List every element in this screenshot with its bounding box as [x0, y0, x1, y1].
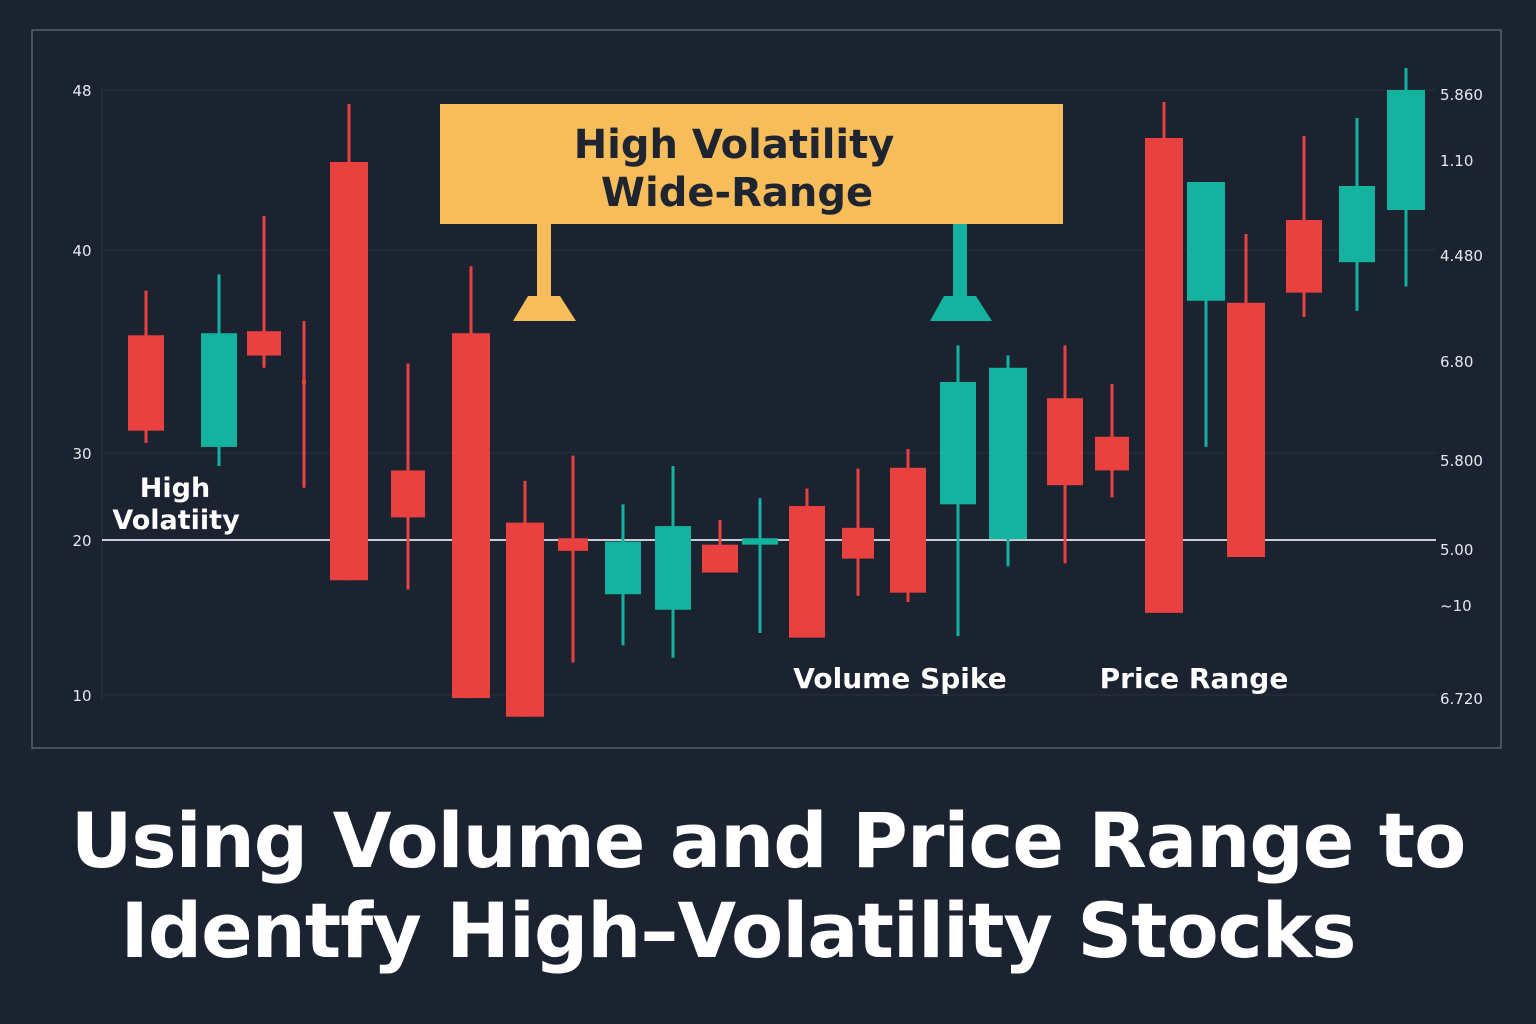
candle-body — [890, 467, 926, 593]
candle — [128, 290, 164, 443]
right-tick-label: 5.860 — [1440, 86, 1483, 104]
candles — [128, 68, 1425, 717]
candle-body — [452, 333, 490, 699]
left-tick-label: 40 — [72, 242, 91, 260]
candle-body — [605, 541, 641, 595]
candle — [842, 468, 874, 596]
candle — [330, 104, 368, 581]
candle — [1286, 136, 1322, 317]
candle-body — [330, 162, 368, 581]
candle-body — [1047, 398, 1083, 486]
candle — [1227, 234, 1265, 558]
candle — [989, 355, 1027, 567]
candle-body — [201, 333, 237, 447]
candle — [789, 488, 825, 638]
volume-spike-label: Volume Spike — [793, 662, 1007, 695]
candle-body — [1387, 90, 1425, 210]
candle-body — [1286, 220, 1322, 293]
callout-line1: High Volatility — [574, 122, 895, 168]
candle — [702, 519, 738, 573]
candle — [890, 448, 926, 602]
price-range-label: Price Range — [1100, 662, 1289, 695]
left-tick-label: 20 — [72, 532, 91, 550]
candle — [1047, 345, 1083, 564]
candle-body — [391, 470, 425, 518]
candle — [452, 266, 490, 699]
callout-pointer-right-base — [930, 296, 992, 321]
callout-pointer-left-stem — [537, 222, 551, 300]
right-tick-label: ~10 — [1440, 597, 1472, 615]
candle-body — [655, 526, 691, 610]
callout-line2: Wide-Range — [601, 170, 873, 216]
left-tick-label: 30 — [72, 445, 91, 463]
left-tick-label: 10 — [72, 687, 91, 705]
candle-body — [940, 381, 976, 505]
candle — [247, 216, 281, 368]
chart-frame — [31, 29, 1502, 749]
candle-body — [506, 522, 544, 717]
candle — [1145, 102, 1183, 613]
candle-body — [558, 538, 588, 551]
candle-body — [789, 506, 825, 638]
candle — [742, 498, 778, 633]
candle — [558, 455, 588, 663]
candle — [1095, 383, 1129, 498]
candle-body — [1095, 436, 1129, 471]
left-label-line1: High — [140, 473, 210, 504]
title-line-1: Using Volume and Price Range to — [70, 796, 1467, 885]
right-tick-label: 1.10 — [1440, 152, 1473, 170]
candle-body — [128, 335, 164, 431]
candle-body — [989, 367, 1027, 540]
candle — [391, 363, 425, 590]
candle-body — [247, 331, 281, 356]
right-tick-label: 6.720 — [1440, 690, 1483, 708]
candle — [605, 504, 641, 646]
callout: High Volatility Wide-Range — [440, 104, 1063, 321]
candle — [302, 321, 306, 488]
candle — [940, 345, 976, 637]
left-label-line2: Volatiity — [112, 505, 240, 536]
candle-body — [302, 379, 306, 384]
candle — [506, 480, 544, 717]
right-axis: 5.860 1.10 4.480 6.80 5.800 5.00 ~10 6.720 — [1440, 86, 1483, 708]
candle-body — [1339, 186, 1375, 263]
left-tick-label: 48 — [72, 82, 91, 100]
callout-box — [440, 104, 1063, 224]
callout-pointer-right-stem — [953, 222, 967, 300]
candle-body — [1187, 182, 1225, 301]
right-tick-label: 6.80 — [1440, 353, 1473, 371]
candle — [1387, 68, 1425, 287]
left-axis: 48 40 30 20 10 — [72, 82, 91, 705]
candle — [1339, 118, 1375, 311]
title-line-2: Identfy High–Volatility Stocks — [120, 886, 1356, 975]
candle — [655, 466, 691, 658]
right-tick-label: 5.00 — [1440, 541, 1473, 559]
right-tick-label: 5.800 — [1440, 452, 1483, 470]
right-tick-label: 4.480 — [1440, 247, 1483, 265]
candle-body — [702, 544, 738, 573]
callout-pointer-left-base — [513, 296, 576, 321]
candle — [201, 274, 237, 467]
candle-body — [742, 538, 778, 545]
candle-body — [1145, 138, 1183, 613]
candle — [1187, 182, 1225, 447]
candle-body — [842, 527, 874, 559]
candle-body — [1227, 302, 1265, 558]
